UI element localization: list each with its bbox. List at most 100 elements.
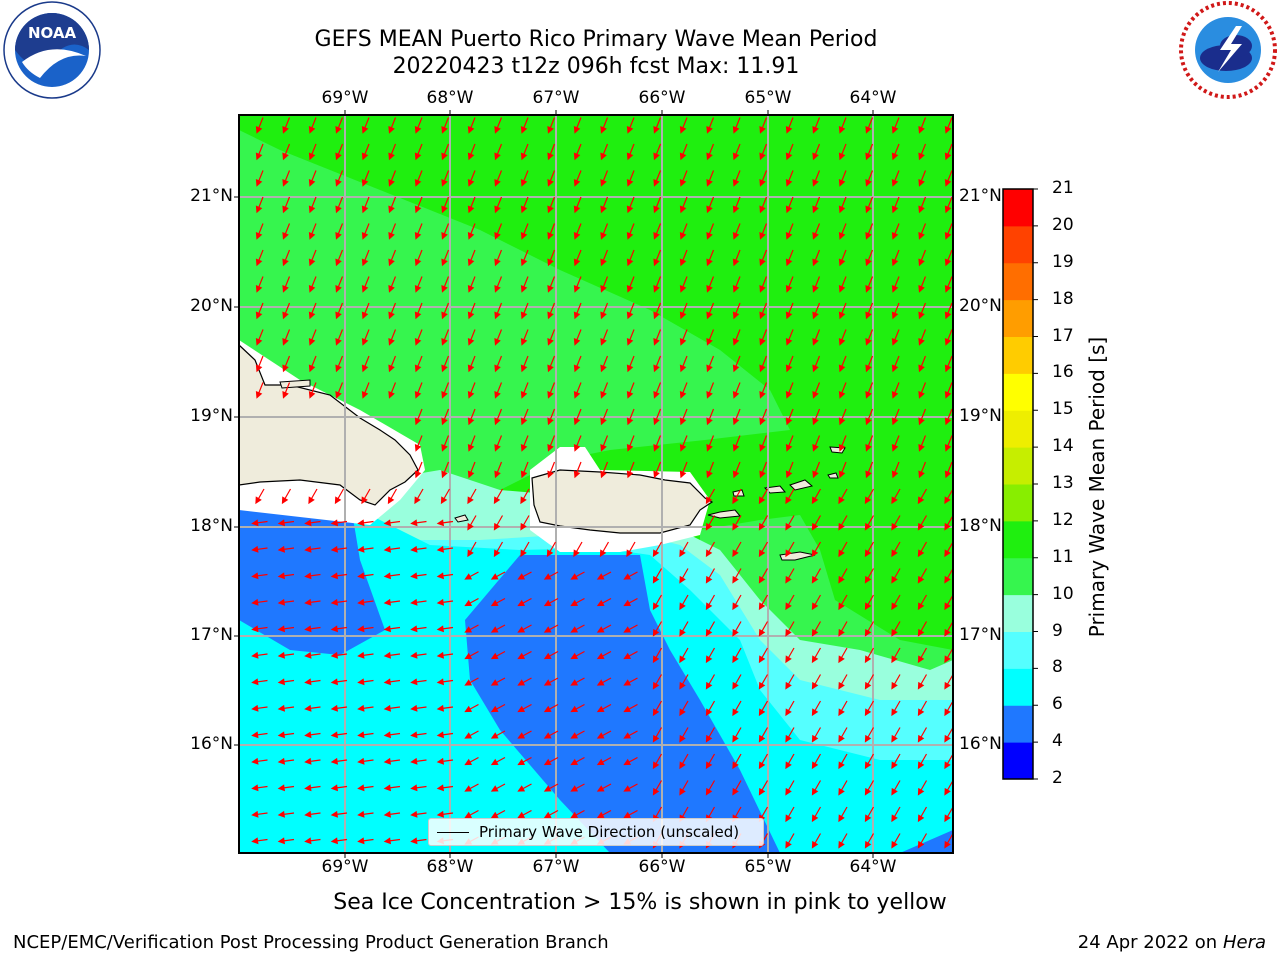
wave-direction-arrow [732, 727, 742, 743]
wave-direction-arrow [410, 572, 427, 580]
wave-direction-arrow [891, 196, 900, 214]
wave-direction-arrow [357, 598, 374, 606]
wave-direction-arrow [706, 461, 715, 479]
wave-direction-arrow [251, 651, 268, 659]
wave-direction-arrow [467, 249, 476, 267]
wave-direction-arrow [865, 143, 874, 161]
wave-direction-arrow [865, 329, 874, 346]
wave-direction-arrow [918, 408, 927, 426]
wave-direction-arrow [944, 647, 953, 664]
wave-direction-arrow [441, 223, 450, 240]
wave-direction-arrow [388, 249, 397, 267]
wave-direction-arrow [838, 302, 847, 320]
wave-direction-arrow [520, 143, 529, 161]
wave-direction-arrow [304, 757, 321, 765]
wave-direction-arrow [679, 170, 688, 187]
wave-direction-arrow [732, 408, 741, 426]
wave-direction-arrow [596, 677, 612, 686]
wave-direction-arrow [705, 488, 716, 505]
wave-direction-arrow [732, 329, 741, 346]
wave-direction-arrow [251, 519, 268, 527]
wave-direction-arrow [785, 780, 795, 796]
wave-direction-arrow [308, 382, 317, 399]
wave-direction-arrow [679, 249, 688, 267]
wave-direction-arrow [838, 515, 848, 531]
wave-direction-arrow [891, 700, 901, 717]
wave-direction-arrow [520, 408, 529, 426]
wave-direction-arrow [414, 488, 424, 505]
wave-direction-arrow [600, 461, 609, 479]
wave-direction-arrow [467, 143, 476, 161]
wave-direction-arrow [623, 597, 638, 607]
wave-direction-arrow [335, 249, 344, 267]
wave-direction-arrow [679, 117, 688, 134]
wave-direction-arrow [543, 624, 559, 633]
lon-label-top: 64°W [849, 88, 897, 108]
sea-ice-caption: Sea Ice Concentration > 15% is shown in … [333, 890, 947, 915]
wave-direction-arrow [732, 143, 741, 161]
wave-direction-arrow [891, 515, 901, 531]
wave-direction-arrow [759, 249, 768, 267]
wave-direction-arrow [490, 809, 506, 819]
wave-direction-arrow [414, 170, 423, 187]
wave-direction-arrow [517, 783, 532, 792]
wave-direction-arrow [436, 545, 454, 553]
wave-direction-arrow [494, 302, 503, 320]
wave-direction-arrow [388, 276, 397, 293]
wave-direction-arrow [732, 461, 741, 479]
wave-direction-arrow [570, 571, 585, 580]
colorbar-tick-label: 13 [1052, 473, 1074, 493]
wave-direction-arrow [891, 488, 901, 505]
wave-direction-arrow [304, 545, 321, 553]
wave-direction-arrow [891, 329, 900, 346]
wave-direction-arrow [383, 810, 401, 818]
wave-direction-arrow [304, 651, 321, 659]
wave-direction-arrow [864, 727, 875, 743]
wave-direction-arrow [520, 196, 529, 214]
wave-direction-arrow [785, 541, 795, 558]
lat-label-left: 18°N [190, 516, 233, 536]
wave-direction-arrow [255, 170, 264, 187]
wave-direction-arrow [626, 143, 635, 161]
wave-direction-arrow [361, 170, 370, 187]
wave-direction-arrow [865, 117, 874, 134]
wave-direction-arrow [357, 545, 374, 553]
wave-direction-arrow [785, 674, 795, 690]
wave-direction-arrow [838, 806, 848, 823]
wave-direction-arrow [838, 249, 847, 267]
wave-direction-arrow [464, 624, 479, 633]
wave-direction-arrow [626, 117, 635, 134]
wave-direction-arrow [388, 170, 397, 187]
wave-direction-arrow [944, 382, 953, 399]
wave-direction-arrow [441, 196, 450, 214]
wave-direction-arrow [600, 117, 609, 134]
wave-direction-arrow [436, 572, 454, 580]
wave-direction-arrow [918, 382, 927, 399]
wave-direction-arrow [361, 355, 370, 373]
wave-direction-arrow [573, 461, 582, 479]
colorbar-segment [1003, 631, 1033, 669]
wave-direction-arrow [543, 597, 559, 607]
wave-direction-arrow [464, 703, 479, 713]
wave-direction-arrow [732, 780, 742, 796]
noaa-logo-text: NOAA [28, 24, 77, 42]
wave-direction-arrow [652, 647, 663, 664]
wave-direction-arrow [517, 756, 532, 766]
wave-direction-arrow [255, 117, 264, 134]
wave-direction-arrow [543, 650, 559, 660]
wave-direction-arrow [706, 276, 715, 293]
wave-direction-arrow [361, 196, 370, 214]
wave-direction-arrow [812, 196, 821, 214]
wave-direction-arrow [596, 783, 612, 792]
wave-direction-arrow [653, 408, 662, 426]
wave-direction-arrow [944, 488, 953, 505]
wave-direction-arrow [464, 809, 479, 819]
wave-direction-arrow [520, 223, 529, 240]
wave-direction-arrow [410, 545, 427, 553]
wave-direction-arrow [944, 568, 953, 584]
wave-direction-arrow [251, 837, 268, 845]
wave-direction-arrow [517, 571, 532, 580]
wave-direction-arrow [464, 783, 479, 792]
wave-direction-arrow [570, 677, 585, 686]
